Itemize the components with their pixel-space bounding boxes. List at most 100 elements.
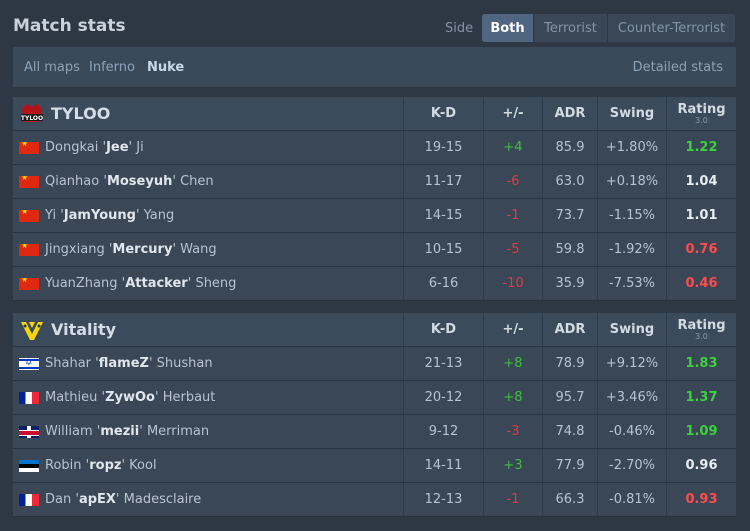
player-name-cell[interactable]: Mathieu 'ZywOo' Herbaut	[13, 381, 403, 414]
player-row: Shahar 'flameZ' Shushan 21-13+878.9+9.12%…	[13, 347, 736, 381]
rating-header-label: Rating	[677, 101, 726, 117]
player-name-cell[interactable]: Dan 'apEX' Madesclaire	[13, 483, 403, 516]
player-name-cell[interactable]: William 'mezii' Merriman	[13, 415, 403, 448]
player-nickname: apEX	[78, 492, 116, 507]
player-name[interactable]: Yi 'JamYoung' Yang	[45, 208, 175, 223]
svg-text:TYLOO: TYLOO	[21, 115, 43, 122]
page-title: Match stats	[13, 16, 126, 36]
kd-column-header[interactable]: K-D	[403, 97, 483, 130]
maps-bar: All maps Inferno Nuke Detailed stats	[13, 47, 736, 87]
player-name[interactable]: YuanZhang 'Attacker' Sheng	[45, 276, 237, 291]
swing-column-header[interactable]: Swing	[597, 313, 666, 346]
player-name[interactable]: Dongkai 'Jee' Ji	[45, 140, 144, 155]
kd-column-header[interactable]: K-D	[403, 313, 483, 346]
rating-version-label: 3.0	[695, 331, 708, 341]
flag-gb-icon	[19, 425, 39, 438]
map-tab-nuke[interactable]: Nuke	[147, 60, 185, 75]
player-swing: +9.12%	[597, 347, 666, 380]
player-kd: 10-15	[403, 233, 483, 266]
player-rating: 1.83	[666, 347, 736, 380]
player-first-name: Qianhao	[45, 174, 100, 189]
player-name[interactable]: Robin 'ropz' Kool	[45, 458, 157, 473]
player-row: William 'mezii' Merriman 9-12 -3 74.8 -0.46%…	[13, 415, 736, 449]
player-swing: +1.80%	[597, 131, 666, 164]
swing-column-header[interactable]: Swing	[597, 97, 666, 130]
side-terrorist-button[interactable]: Terrorist	[533, 14, 607, 42]
player-rating: 1.01	[666, 199, 736, 232]
player-name-cell[interactable]: Qianhao 'Moseyuh' Chen	[13, 165, 403, 198]
player-nickname: Mercury	[112, 242, 173, 257]
player-name[interactable]: Dan 'apEX' Madesclaire	[45, 492, 202, 507]
player-last-name: Chen	[180, 174, 214, 189]
player-name[interactable]: William 'mezii' Merriman	[45, 424, 210, 439]
team-header-row: Vitality K-D +/- ADR Swing Rating 3.0	[13, 313, 736, 347]
player-kd: 19-15	[403, 131, 483, 164]
player-last-name: Sheng	[195, 276, 237, 291]
player-row: Jingxiang 'Mercury' Wang 10-15-559.8-1.92…	[13, 233, 736, 267]
player-first-name: Mathieu	[45, 390, 98, 405]
team-name-cell[interactable]: TYLOO TYLOO	[13, 97, 403, 130]
player-name-cell[interactable]: YuanZhang 'Attacker' Sheng	[13, 267, 403, 300]
player-adr: 95.7	[542, 381, 597, 414]
player-name[interactable]: Mathieu 'ZywOo' Herbaut	[45, 390, 216, 405]
player-kd: 11-17	[403, 165, 483, 198]
player-adr: 59.8	[542, 233, 597, 266]
player-swing: -7.53%	[597, 267, 666, 300]
map-tab-all-maps[interactable]: All maps	[24, 60, 80, 75]
rating-column-header[interactable]: Rating 3.0	[666, 97, 736, 130]
player-name[interactable]: Shahar 'flameZ' Shushan	[45, 356, 213, 371]
player-plusminus: +8	[483, 347, 542, 380]
rating-column-header[interactable]: Rating 3.0	[666, 313, 736, 346]
player-adr: 78.9	[542, 347, 597, 380]
side-label: Side	[445, 21, 474, 36]
player-nickname: mezii	[100, 424, 140, 439]
flag-cn-icon	[19, 243, 39, 256]
player-name[interactable]: Jingxiang 'Mercury' Wang	[45, 242, 217, 257]
player-name-cell[interactable]: Jingxiang 'Mercury' Wang	[13, 233, 403, 266]
player-name[interactable]: Qianhao 'Moseyuh' Chen	[45, 174, 214, 189]
player-name-cell[interactable]: Dongkai 'Jee' Ji	[13, 131, 403, 164]
player-rating: 0.93	[666, 483, 736, 516]
player-last-name: Kool	[129, 458, 157, 473]
detailed-stats-link[interactable]: Detailed stats	[632, 60, 723, 75]
player-adr: 77.9	[542, 449, 597, 482]
player-swing: +3.46%	[597, 381, 666, 414]
player-plusminus: -3	[483, 415, 542, 448]
adr-column-header[interactable]: ADR	[542, 313, 597, 346]
player-first-name: YuanZhang	[45, 276, 118, 291]
player-row: YuanZhang 'Attacker' Sheng 6-16-1035.9-7.…	[13, 267, 736, 301]
player-plusminus: -10	[483, 267, 542, 300]
player-swing: -0.81%	[597, 483, 666, 516]
player-kd: 20-12	[403, 381, 483, 414]
player-rating: 0.46	[666, 267, 736, 300]
player-last-name: Madesclaire	[123, 492, 202, 507]
team-header-row: TYLOO TYLOO K-D +/- ADR Swing Rating 3.0	[13, 97, 736, 131]
tyloo-logo-icon: TYLOO	[19, 102, 45, 126]
player-last-name: Wang	[180, 242, 217, 257]
map-tab-inferno[interactable]: Inferno	[89, 60, 135, 75]
player-name-cell[interactable]: Shahar 'flameZ' Shushan	[13, 347, 403, 380]
player-name-cell[interactable]: Robin 'ropz' Kool	[13, 449, 403, 482]
plusminus-column-header[interactable]: +/-	[483, 313, 542, 346]
team-name-cell[interactable]: Vitality	[13, 313, 403, 346]
player-name-cell[interactable]: Yi 'JamYoung' Yang	[13, 199, 403, 232]
team-name: TYLOO	[51, 104, 111, 123]
player-plusminus: +4	[483, 131, 542, 164]
player-first-name: Robin	[45, 458, 82, 473]
player-nickname: Jee	[106, 140, 129, 155]
player-kd: 9-12	[403, 415, 483, 448]
player-row: Qianhao 'Moseyuh' Chen 11-17-663.0+0.18%1…	[13, 165, 736, 199]
player-adr: 85.9	[542, 131, 597, 164]
player-kd: 21-13	[403, 347, 483, 380]
player-plusminus: -5	[483, 233, 542, 266]
player-plusminus: -1	[483, 483, 542, 516]
player-rating: 1.04	[666, 165, 736, 198]
side-counter-terrorist-button[interactable]: Counter-Terrorist	[607, 14, 735, 42]
side-both-button[interactable]: Both	[482, 14, 533, 42]
player-plusminus: +8	[483, 381, 542, 414]
plusminus-column-header[interactable]: +/-	[483, 97, 542, 130]
adr-column-header[interactable]: ADR	[542, 97, 597, 130]
flag-cn-icon	[19, 277, 39, 290]
player-swing: -0.46%	[597, 415, 666, 448]
player-last-name: Shushan	[156, 356, 213, 371]
